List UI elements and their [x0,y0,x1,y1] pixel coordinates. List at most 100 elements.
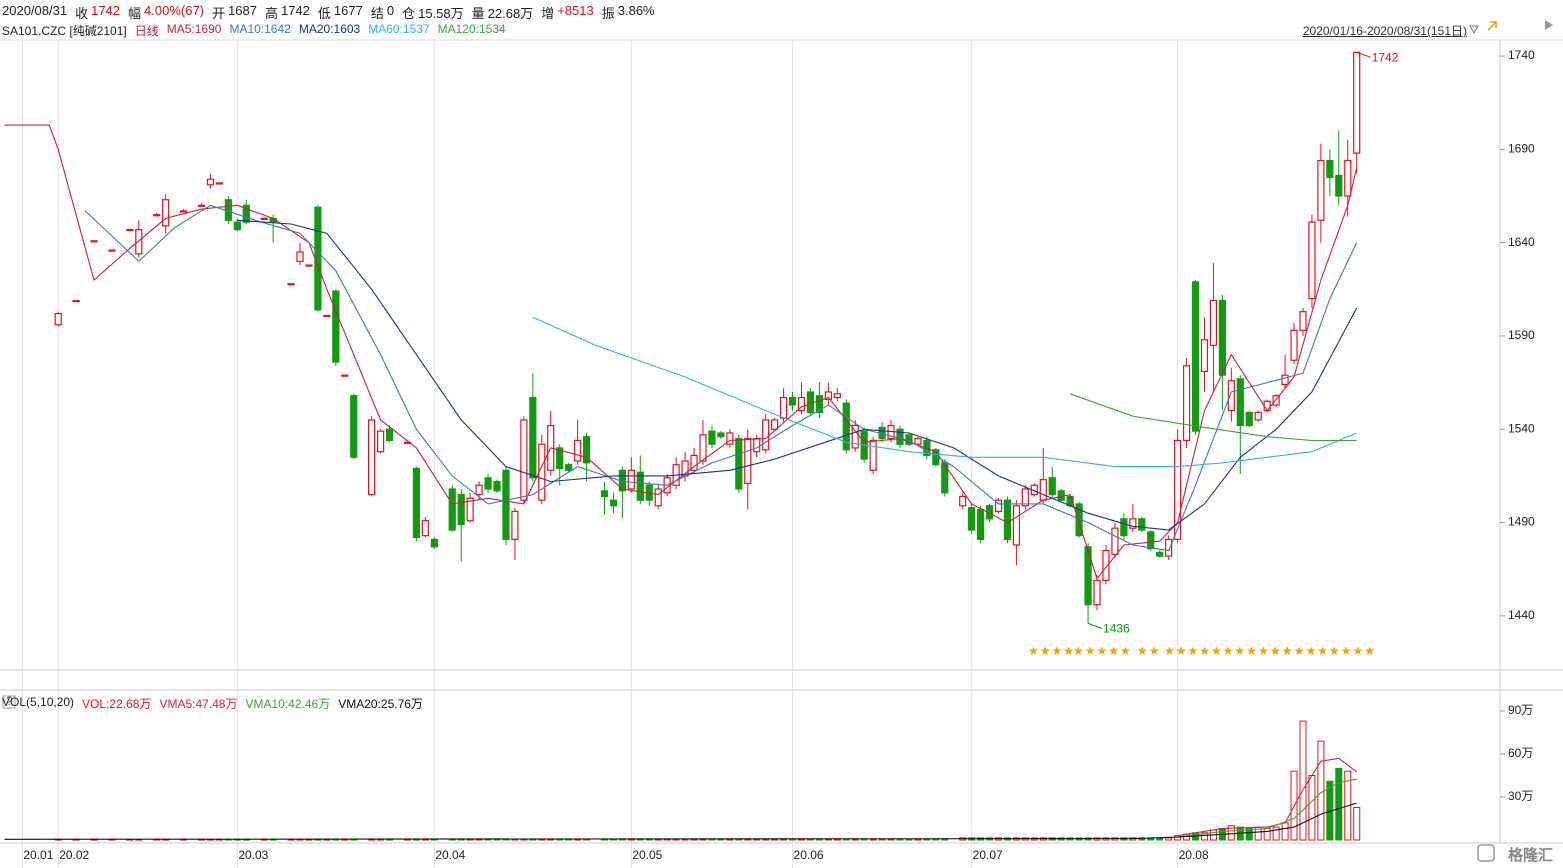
candle-body [305,264,313,267]
signal-stars: ★★ [1137,644,1161,658]
y-tick-label: 1490 [1508,515,1535,529]
volume-bar [1335,767,1343,841]
candle-body [90,240,98,243]
signal-stars: ★★★★★★★★ [1282,644,1376,658]
candle-body [1012,505,1021,546]
collapse-icon [1545,20,1553,30]
volume-bar [1281,822,1289,841]
candle-body [430,538,438,548]
candle-body [314,206,322,311]
candle-body [1039,479,1047,501]
quote-label: 振 [601,6,615,21]
volume-bar [386,839,394,841]
quote-value: 22.68万 [487,6,534,21]
candle-body [708,430,716,445]
candle-body [54,312,62,326]
candle-body [690,454,698,471]
candle-body [1138,518,1146,531]
legend-entry: MA120:1534 [437,22,506,36]
candle-body [815,395,824,414]
candle-body [135,228,143,255]
candle-body [600,490,609,498]
volume-bar [1317,740,1325,841]
volume-bar [1165,837,1173,841]
candle-body [565,464,573,471]
candle-body [1353,51,1361,154]
ma-line [4,124,1358,580]
candle-body [376,430,385,453]
quote-label: 收 [75,6,89,21]
candle-body [296,251,304,262]
candle-body [797,396,806,412]
arrow-icon [1487,21,1497,31]
candle-body [1129,518,1137,529]
quote-value: 4.00%(67) [144,3,205,18]
candle-body [1093,579,1101,606]
watermark-icon [1477,844,1495,862]
quote-value: 15.58万 [418,6,464,21]
ma-line [1069,393,1357,442]
quote-date: 2020/08/31 [2,3,68,18]
quote-value: 1677 [333,3,363,18]
quote-value: 1742 [91,3,121,18]
candle-body [941,462,949,494]
candle-body [869,439,877,471]
annotation-pointer [1087,622,1103,629]
candle-body [538,443,546,501]
candle-body [1191,281,1200,432]
y-tick-label: 30万 [1508,789,1533,803]
quote-label: 仓 [402,6,416,21]
candle-body [162,199,170,227]
candle-body [197,204,206,207]
legend-entry: MA20:1603 [298,22,361,36]
candle-body [1156,551,1164,557]
y-tick-label: 1540 [1508,421,1535,435]
y-tick-label: 1590 [1508,328,1535,342]
candle-body [1299,311,1307,331]
candle-body [466,497,474,522]
candle-body [1200,339,1209,373]
candle-body [976,508,985,540]
quote-value: 1742 [280,3,310,18]
candle-body [1290,329,1298,361]
volume-bar [412,839,420,841]
candle-body [412,467,421,539]
legend-entry: VMA20:25.76万 [338,697,423,711]
dropdown-icon [1469,25,1479,35]
legend-entry: VMA10:42.46万 [245,697,331,711]
candle-body [215,182,224,185]
candle-body [968,507,976,531]
volume-bar [377,839,385,841]
quote-header: 2020/08/31 收 1742 幅 4.00%(67) 开 1687 高 1742 低 1677… [2,3,663,22]
ma-line [237,219,1358,531]
candle-body [582,436,591,464]
volume-bar [1299,720,1307,841]
candle-body [126,228,134,232]
candle-body [627,469,635,490]
candle-body [1326,159,1334,178]
signal-stars: ★★★★★★★★★★★ [1164,644,1293,658]
volume-bar [1227,825,1235,841]
candle-body [1182,365,1191,442]
date-range[interactable]: 2020/01/16-2020/08/31(151日) [1302,24,1467,38]
candle-body [1209,299,1218,346]
volume-value: VOL:22.68万 [82,697,152,711]
candle-body [985,505,994,520]
ma-line [4,802,1357,840]
candle-body [529,396,537,479]
annotation: 1742 [1372,50,1399,64]
legend-entry: VMA5:47.48万 [159,697,238,711]
candle-body [350,395,358,458]
candle-body [726,432,734,445]
candle-body [72,299,80,303]
candle-body [1254,411,1262,421]
volume-title: VOL(5,10,20) [2,695,75,709]
x-tick-label: 20.04 [435,848,465,862]
candle-body [1120,518,1128,537]
candle-body [896,428,904,445]
volume-bar [350,839,358,841]
candle-body [842,402,850,451]
legend-entry: MA60:1537 [368,22,430,36]
